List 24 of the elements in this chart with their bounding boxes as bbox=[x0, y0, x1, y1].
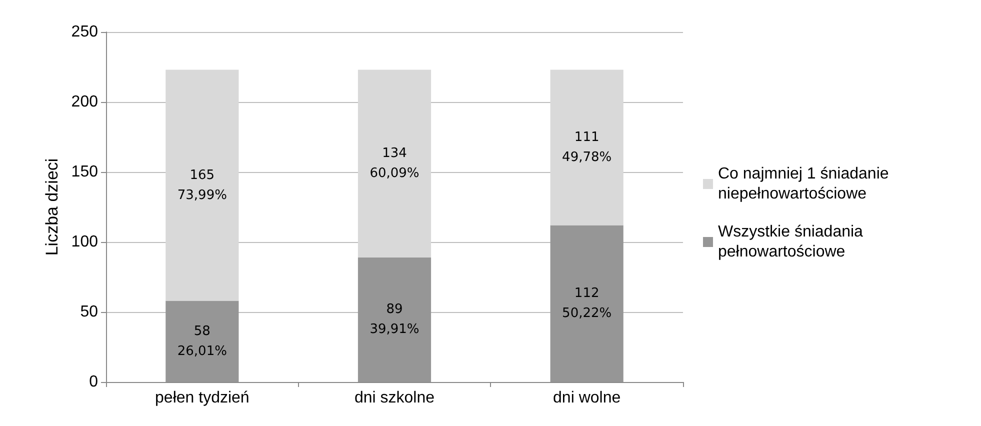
x-tick-label: dni wolne bbox=[553, 390, 621, 406]
legend-label: Co najmniej 1 śniadanie niepełnowartościowe bbox=[718, 166, 894, 202]
data-label: 134 60,09% bbox=[370, 146, 420, 182]
bar bbox=[166, 300, 239, 382]
y-tick-label: 0 bbox=[89, 374, 98, 390]
y-tick-label: 200 bbox=[71, 94, 98, 110]
data-label: 111 49,78% bbox=[562, 130, 612, 165]
y-tick-label: 150 bbox=[71, 164, 98, 180]
data-label: 112 50,22% bbox=[562, 286, 612, 322]
y-tick-label: 100 bbox=[71, 234, 98, 250]
x-tick-label: pełen tydzień bbox=[155, 390, 250, 406]
bar bbox=[358, 70, 432, 258]
y-axis-title: Liczba dzieci bbox=[42, 158, 62, 256]
bar bbox=[358, 257, 432, 382]
x-tick-label: dni szkolne bbox=[354, 390, 435, 406]
bar bbox=[550, 70, 624, 226]
legend-label: Wszystkie śniadania pełnowartościowe bbox=[718, 224, 868, 260]
bar bbox=[550, 225, 624, 382]
data-label: 165 73,99% bbox=[177, 168, 227, 203]
y-tick-label: 250 bbox=[71, 24, 98, 40]
bar bbox=[166, 70, 239, 301]
y-tick-label: 50 bbox=[80, 304, 98, 320]
data-label: 58 26,01% bbox=[177, 324, 227, 359]
data-label: 89 39,91% bbox=[370, 302, 420, 338]
